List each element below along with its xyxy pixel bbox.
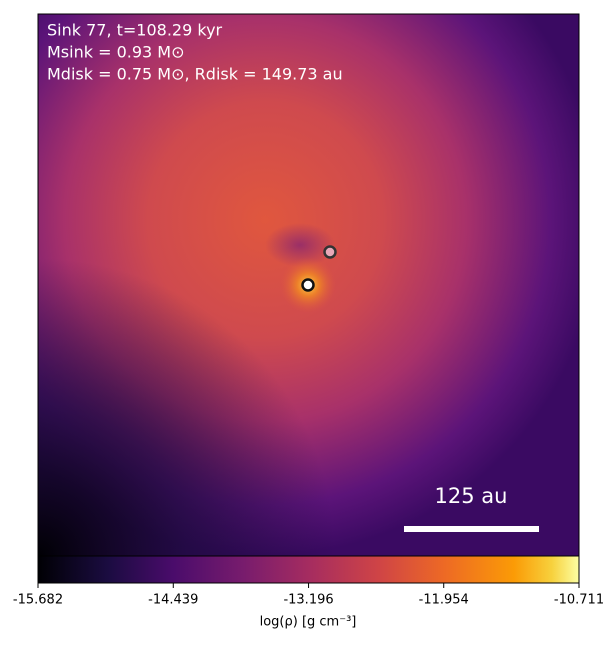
density-gap [265, 223, 335, 267]
colorbar-tick-label: -15.682 [13, 593, 63, 608]
annotation: Msink = 0.93 M⊙ [47, 43, 185, 62]
sink-secondary [323, 245, 337, 259]
colorbar [37, 555, 580, 584]
annotation: Sink 77, t=108.29 kyr [47, 21, 223, 40]
colorbar-label: log(ρ) [g cm⁻³] [260, 615, 357, 630]
colorbar-tick-label: -13.196 [283, 593, 333, 608]
colorbar-tick-label: -14.439 [148, 593, 198, 608]
scale-bar-label: 125 au [435, 484, 508, 508]
sink-primary [301, 278, 315, 292]
colorbar-tick-label: -11.954 [419, 593, 469, 608]
scale-bar [404, 526, 539, 532]
annotation: Mdisk = 0.75 M⊙, Rdisk = 149.73 au [47, 65, 343, 84]
colorbar-tick-label: -10.711 [554, 593, 604, 608]
